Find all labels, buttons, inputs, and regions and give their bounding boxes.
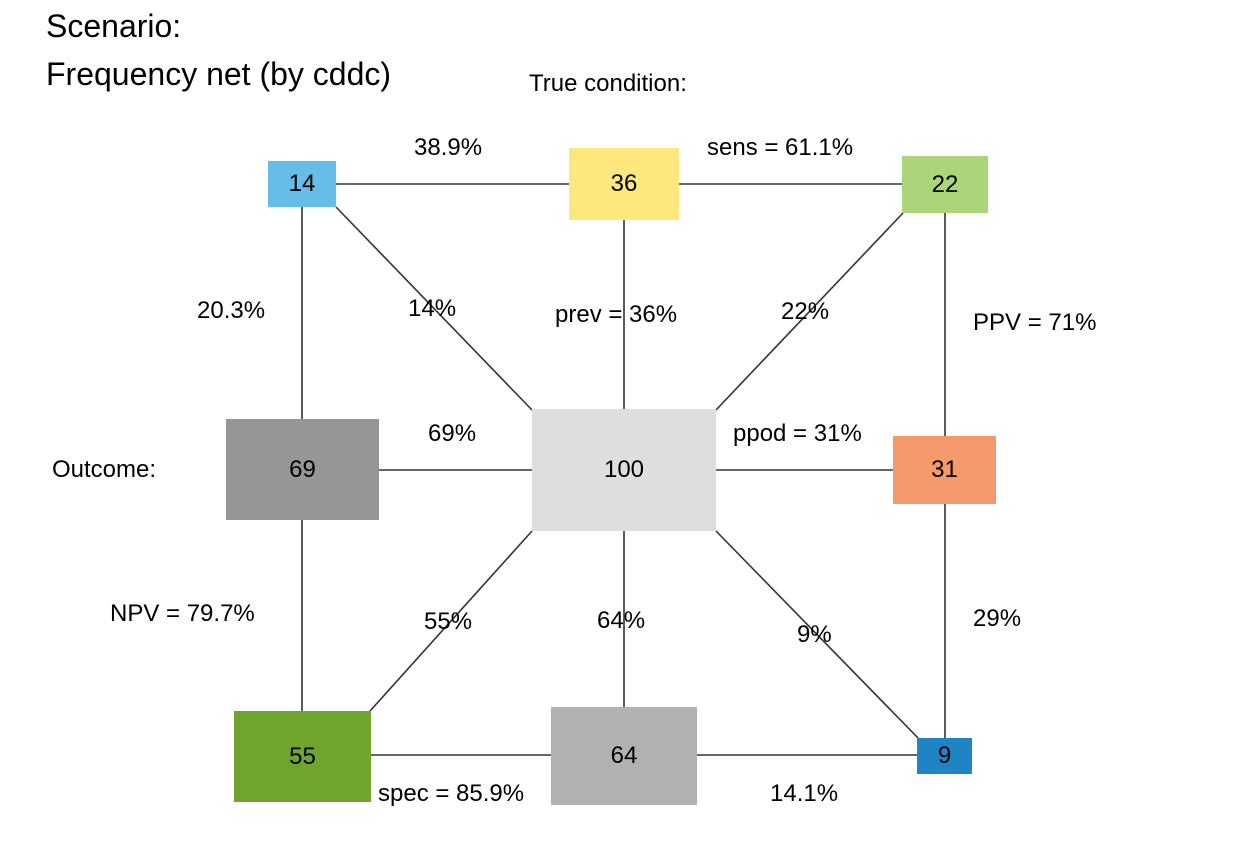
edge-total-tn: [369, 530, 533, 712]
edge-label-bottom-right: 14.1%: [770, 780, 839, 807]
node-value: 14: [288, 170, 316, 197]
edge-label-sens: sens = 61.1%: [707, 134, 854, 161]
edge-tp-total: [715, 212, 904, 411]
node-false-negative: 14: [268, 161, 336, 207]
edge-label-diag-tl: 14%: [408, 295, 457, 322]
node-value: 31: [931, 456, 958, 483]
node-value: 55: [289, 742, 316, 770]
edge-label-prev: prev = 36%: [555, 301, 678, 328]
node-value: 69: [289, 455, 316, 483]
edge-label-diag-tr: 22%: [781, 298, 830, 325]
node-decision-negative: 69: [226, 419, 379, 520]
node-value: 100: [603, 456, 645, 483]
node-false-positive: 9: [917, 738, 972, 774]
edge-label-top-left: 38.9%: [414, 134, 483, 161]
edge-label-center-bottom: 64%: [597, 607, 646, 634]
node-value: 22: [931, 170, 959, 198]
node-total-population: 100: [532, 409, 716, 531]
node-decision-positive: 31: [893, 436, 996, 504]
diagram-title-line2: Frequency net (by cddc): [46, 56, 392, 92]
edge-label-diag-bl: 55%: [424, 608, 473, 635]
node-value: 9: [937, 742, 952, 769]
node-condition-true: 36: [569, 148, 679, 220]
diagram-title-line1: Scenario:: [46, 8, 182, 44]
edge-fn-total: [335, 206, 533, 411]
edge-label-spec: spec = 85.9%: [378, 780, 525, 807]
node-value: 36: [610, 170, 638, 197]
edge-label-diag-br: 9%: [797, 621, 832, 648]
node-true-positive: 22: [902, 156, 988, 213]
true-condition-heading: True condition:: [529, 70, 687, 97]
edge-total-fp: [715, 530, 919, 739]
edge-label-npv: NPV = 79.7%: [110, 600, 255, 627]
edge-label-right-lower: 29%: [973, 605, 1022, 632]
edge-label-ppv: PPV = 71%: [973, 309, 1097, 336]
node-condition-false: 64: [551, 707, 697, 805]
outcome-heading: Outcome:: [52, 456, 157, 483]
edge-label-left-upper: 20.3%: [197, 297, 266, 324]
node-value: 64: [610, 742, 638, 769]
edge-label-ppod: ppod = 31%: [733, 420, 862, 447]
edge-label-mid-left: 69%: [428, 420, 477, 447]
node-true-negative: 55: [234, 711, 371, 802]
